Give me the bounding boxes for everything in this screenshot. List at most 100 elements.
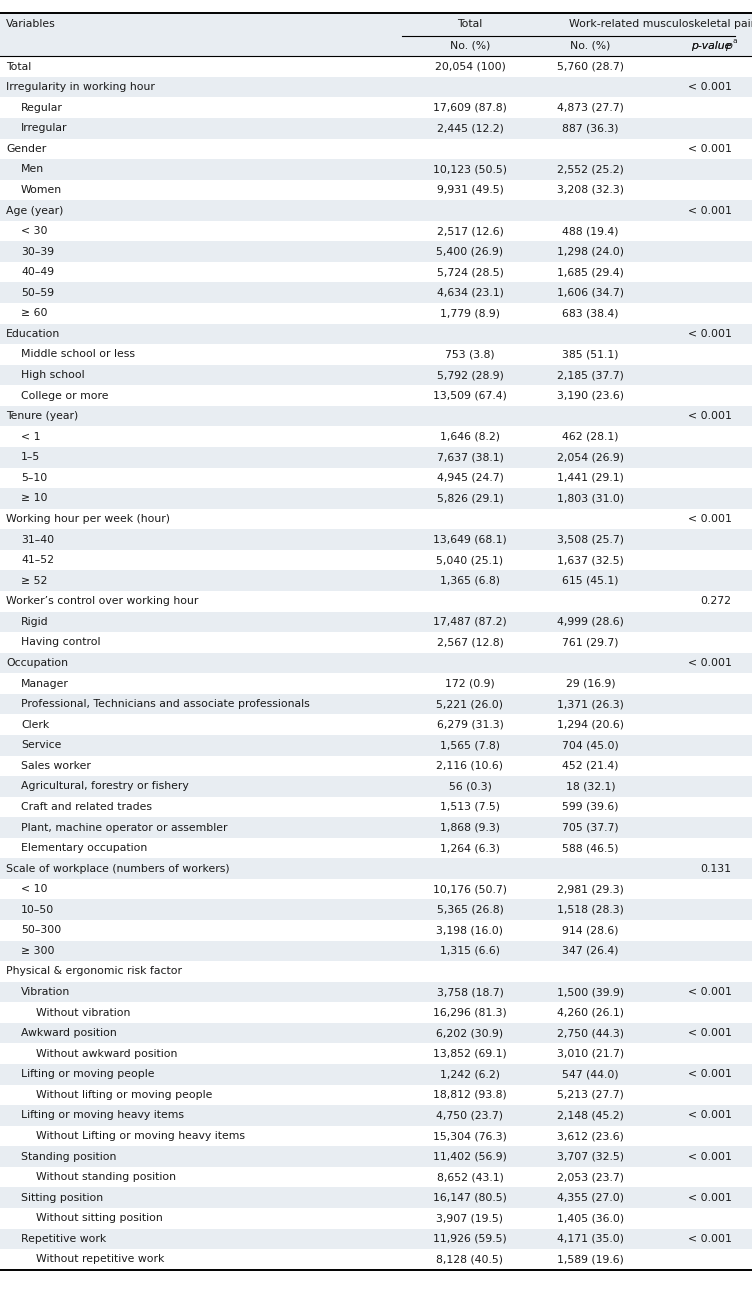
- Bar: [0, 1147, 752, 1166]
- Text: < 0.001: < 0.001: [688, 1110, 732, 1121]
- Text: Rigid: Rigid: [21, 616, 49, 627]
- Text: 5,221 (26.0): 5,221 (26.0): [436, 699, 504, 709]
- Text: 2,116 (10.6): 2,116 (10.6): [436, 761, 504, 771]
- Text: 488 (19.4): 488 (19.4): [562, 226, 619, 236]
- Text: Elementary occupation: Elementary occupation: [21, 844, 147, 853]
- Text: Sales worker: Sales worker: [21, 761, 91, 771]
- Bar: [0, 900, 752, 919]
- Text: 3,208 (32.3): 3,208 (32.3): [556, 185, 624, 195]
- Text: Professional, Technicians and associate professionals: Professional, Technicians and associate …: [21, 699, 310, 709]
- Text: ≥ 10: ≥ 10: [21, 494, 47, 503]
- Text: < 1: < 1: [21, 432, 41, 441]
- Text: 29 (16.9): 29 (16.9): [566, 679, 615, 688]
- Text: 761 (29.7): 761 (29.7): [562, 637, 619, 648]
- Text: Work-related musculoskeletal pain: Work-related musculoskeletal pain: [569, 20, 752, 29]
- Text: 18 (32.1): 18 (32.1): [566, 781, 615, 791]
- Bar: [0, 1208, 752, 1229]
- Text: Total: Total: [6, 61, 32, 72]
- Text: 2,445 (12.2): 2,445 (12.2): [437, 123, 503, 133]
- Text: 1,365 (6.8): 1,365 (6.8): [440, 576, 500, 585]
- Text: < 0.001: < 0.001: [688, 411, 732, 421]
- Text: Irregular: Irregular: [21, 123, 68, 133]
- Text: 40–49: 40–49: [21, 268, 54, 277]
- Text: Regular: Regular: [21, 103, 63, 112]
- Text: Physical & ergonomic risk factor: Physical & ergonomic risk factor: [6, 966, 182, 977]
- Text: 2,517 (12.6): 2,517 (12.6): [437, 226, 503, 236]
- Text: 17,609 (87.8): 17,609 (87.8): [433, 103, 507, 112]
- Text: 704 (45.0): 704 (45.0): [562, 741, 619, 750]
- Text: 16,296 (81.3): 16,296 (81.3): [433, 1008, 507, 1017]
- Text: 13,509 (67.4): 13,509 (67.4): [433, 390, 507, 401]
- Bar: [0, 1043, 752, 1064]
- Text: Without sitting position: Without sitting position: [36, 1213, 162, 1224]
- Text: 5,040 (25.1): 5,040 (25.1): [436, 555, 504, 565]
- Text: Tenure (year): Tenure (year): [6, 411, 78, 421]
- Text: 41–52: 41–52: [21, 555, 54, 565]
- Text: 1,803 (31.0): 1,803 (31.0): [556, 494, 624, 503]
- Bar: [0, 488, 752, 509]
- Text: 5,213 (27.7): 5,213 (27.7): [557, 1091, 623, 1100]
- Text: 5,826 (29.1): 5,826 (29.1): [437, 494, 503, 503]
- Text: Irregularity in working hour: Irregularity in working hour: [6, 82, 155, 93]
- Text: 2,552 (25.2): 2,552 (25.2): [557, 165, 623, 175]
- Text: 4,355 (27.0): 4,355 (27.0): [556, 1192, 624, 1203]
- Text: Age (year): Age (year): [6, 205, 63, 215]
- Text: Standing position: Standing position: [21, 1152, 117, 1161]
- Text: 9,931 (49.5): 9,931 (49.5): [437, 185, 503, 195]
- Text: 4,750 (23.7): 4,750 (23.7): [436, 1110, 504, 1121]
- Text: Service: Service: [21, 741, 62, 750]
- Text: 1,565 (7.8): 1,565 (7.8): [440, 741, 500, 750]
- Bar: [0, 13, 752, 56]
- Text: Agricultural, forestry or fishery: Agricultural, forestry or fishery: [21, 781, 189, 791]
- Bar: [0, 837, 752, 858]
- Bar: [0, 118, 752, 138]
- Bar: [0, 550, 752, 571]
- Text: Having control: Having control: [21, 637, 101, 648]
- Text: 4,999 (28.6): 4,999 (28.6): [557, 616, 623, 627]
- Text: ≥ 60: ≥ 60: [21, 308, 47, 319]
- Text: 547 (44.0): 547 (44.0): [562, 1070, 619, 1079]
- Text: Without standing position: Without standing position: [36, 1173, 176, 1182]
- Text: High school: High school: [21, 370, 85, 380]
- Text: 5,400 (26.9): 5,400 (26.9): [436, 247, 504, 257]
- Text: Manager: Manager: [21, 679, 69, 688]
- Text: No. (%): No. (%): [450, 40, 490, 51]
- Text: < 0.001: < 0.001: [688, 329, 732, 338]
- Bar: [0, 406, 752, 427]
- Text: 1,518 (28.3): 1,518 (28.3): [557, 905, 623, 914]
- Text: Working hour per week (hour): Working hour per week (hour): [6, 515, 170, 524]
- Text: < 0.001: < 0.001: [688, 144, 732, 154]
- Text: 20,054 (100): 20,054 (100): [435, 61, 505, 72]
- Bar: [0, 324, 752, 345]
- Bar: [0, 1249, 752, 1269]
- Text: 4,873 (27.7): 4,873 (27.7): [557, 103, 623, 112]
- Text: 1,868 (9.3): 1,868 (9.3): [440, 823, 500, 832]
- Text: 2,148 (45.2): 2,148 (45.2): [557, 1110, 623, 1121]
- Text: Education: Education: [6, 329, 60, 338]
- Bar: [0, 303, 752, 324]
- Text: 1,264 (6.3): 1,264 (6.3): [440, 844, 500, 853]
- Text: Occupation: Occupation: [6, 658, 68, 667]
- Text: Lifting or moving heavy items: Lifting or moving heavy items: [21, 1110, 184, 1121]
- Text: 1–5: 1–5: [21, 452, 41, 462]
- Bar: [0, 1126, 752, 1147]
- Text: Vibration: Vibration: [21, 987, 70, 996]
- Text: 753 (3.8): 753 (3.8): [445, 350, 495, 359]
- Bar: [0, 797, 752, 818]
- Bar: [0, 571, 752, 592]
- Text: < 0.001: < 0.001: [688, 1152, 732, 1161]
- Text: Total: Total: [457, 20, 483, 29]
- Text: 56 (0.3): 56 (0.3): [448, 781, 492, 791]
- Text: 1,298 (24.0): 1,298 (24.0): [556, 247, 624, 257]
- Text: Without lifting or moving people: Without lifting or moving people: [36, 1091, 212, 1100]
- Bar: [0, 345, 752, 364]
- Text: 462 (28.1): 462 (28.1): [562, 432, 619, 441]
- Text: 10,176 (50.7): 10,176 (50.7): [433, 884, 507, 895]
- Text: 2,750 (44.3): 2,750 (44.3): [556, 1028, 624, 1038]
- Bar: [0, 776, 752, 797]
- Bar: [0, 714, 752, 735]
- Text: 11,402 (56.9): 11,402 (56.9): [433, 1152, 507, 1161]
- Text: 4,634 (23.1): 4,634 (23.1): [437, 287, 503, 298]
- Text: a: a: [732, 38, 737, 44]
- Bar: [0, 221, 752, 242]
